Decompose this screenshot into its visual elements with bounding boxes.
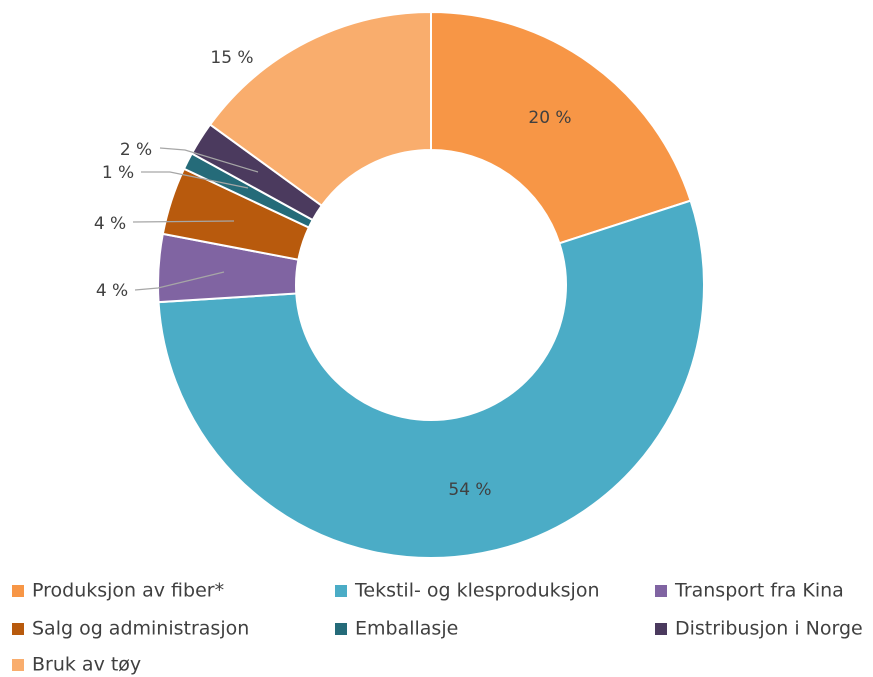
legend-swatch	[655, 585, 667, 597]
donut-slice	[208, 10, 432, 208]
leader-line	[134, 271, 225, 291]
legend-label: Bruk av tøy	[32, 654, 141, 676]
legend-label: Produksjon av fiber*	[32, 580, 224, 602]
legend-swatch	[335, 585, 347, 597]
legend-label: Salg og administrasjon	[32, 618, 249, 640]
legend-swatch	[12, 585, 24, 597]
legend-swatch	[655, 623, 667, 635]
donut-slice	[157, 199, 705, 559]
data-label: 4 %	[96, 281, 128, 301]
legend-label: Transport fra Kina	[674, 580, 844, 602]
data-label: 2 %	[120, 140, 152, 160]
leader-line	[132, 220, 235, 223]
donut-slice	[430, 10, 692, 245]
data-label: 15 %	[210, 48, 253, 68]
data-label: 1 %	[102, 163, 134, 183]
data-label: 4 %	[94, 214, 126, 234]
legend-label: Emballasje	[355, 618, 458, 640]
data-label: 20 %	[528, 108, 571, 128]
legend-swatch	[12, 623, 24, 635]
legend-swatch	[12, 659, 24, 671]
leader-line	[159, 147, 259, 173]
legend-label: Tekstil- og klesproduksjon	[354, 580, 600, 602]
legend-label: Distribusjon i Norge	[675, 618, 863, 640]
legend-swatch	[335, 623, 347, 635]
leader-line	[141, 171, 249, 189]
data-label: 54 %	[448, 480, 491, 500]
